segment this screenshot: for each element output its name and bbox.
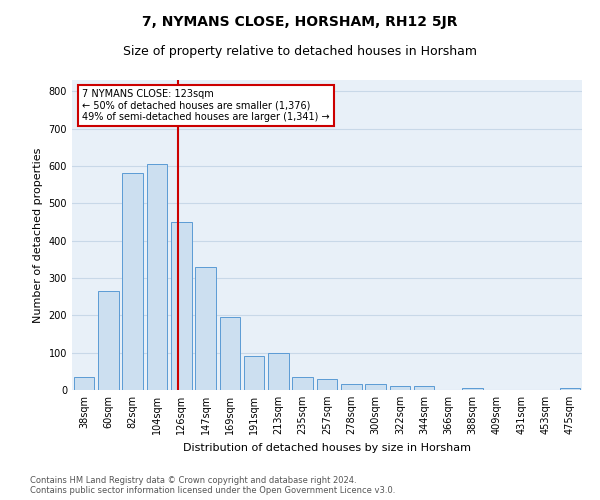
Bar xyxy=(74,377,94,390)
Bar xyxy=(146,164,167,390)
Text: Contains HM Land Registry data © Crown copyright and database right 2024.: Contains HM Land Registry data © Crown c… xyxy=(30,476,356,485)
Y-axis label: Number of detached properties: Number of detached properties xyxy=(33,148,43,322)
Bar xyxy=(341,384,362,390)
Bar xyxy=(292,377,313,390)
Bar xyxy=(244,356,265,390)
Bar xyxy=(389,386,410,390)
X-axis label: Distribution of detached houses by size in Horsham: Distribution of detached houses by size … xyxy=(183,442,471,452)
Bar xyxy=(560,388,580,390)
Bar xyxy=(414,386,434,390)
Bar xyxy=(195,268,216,390)
Bar xyxy=(98,291,119,390)
Bar xyxy=(317,379,337,390)
Bar xyxy=(171,222,191,390)
Bar xyxy=(122,174,143,390)
Bar xyxy=(463,388,483,390)
Bar xyxy=(220,317,240,390)
Text: 7 NYMANS CLOSE: 123sqm
← 50% of detached houses are smaller (1,376)
49% of semi-: 7 NYMANS CLOSE: 123sqm ← 50% of detached… xyxy=(82,90,330,122)
Text: 7, NYMANS CLOSE, HORSHAM, RH12 5JR: 7, NYMANS CLOSE, HORSHAM, RH12 5JR xyxy=(142,15,458,29)
Bar xyxy=(365,384,386,390)
Text: Size of property relative to detached houses in Horsham: Size of property relative to detached ho… xyxy=(123,45,477,58)
Bar xyxy=(268,352,289,390)
Text: Contains public sector information licensed under the Open Government Licence v3: Contains public sector information licen… xyxy=(30,486,395,495)
